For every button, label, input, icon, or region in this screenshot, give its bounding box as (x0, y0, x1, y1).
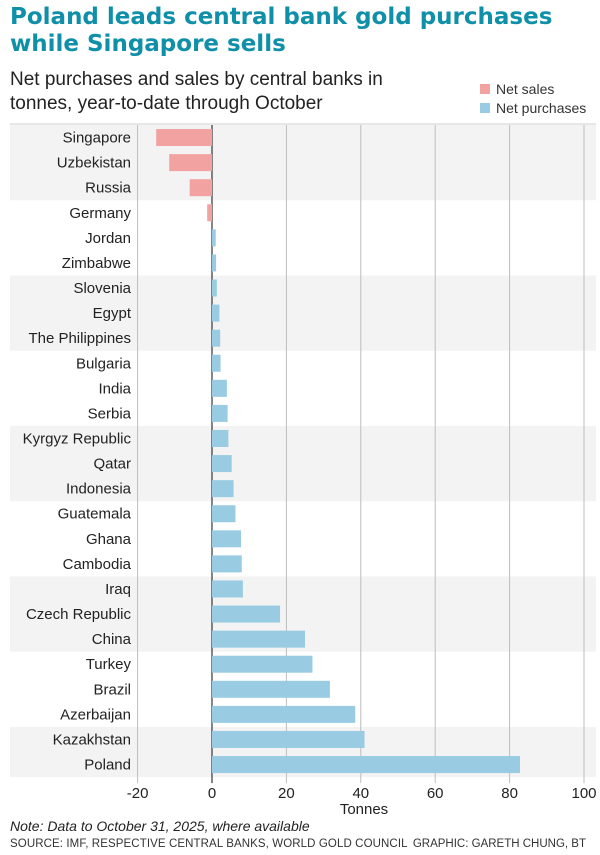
category-label: Egypt (93, 305, 132, 322)
source-line: SOURCE: IMF, RESPECTIVE CENTRAL BANKS, W… (10, 838, 408, 850)
bar (212, 404, 228, 422)
category-label: Qatar (93, 456, 131, 473)
x-tick-labels: -20 0 20 40 60 80 100 (127, 785, 597, 802)
bar (212, 730, 365, 748)
bar (212, 756, 521, 774)
bar (212, 655, 313, 673)
category-label: Czech Republic (26, 606, 132, 623)
x-axis-label: Tonnes (340, 801, 388, 815)
graphic-credit: GRAPHIC: GARETH CHUNG, BT (412, 838, 586, 850)
bar (212, 630, 305, 648)
row-band (10, 125, 596, 201)
legend-swatch-net-sales (480, 83, 490, 94)
bar (212, 555, 242, 573)
category-label: Iraq (105, 581, 131, 598)
category-label: Singapore (63, 130, 131, 147)
row-bands (10, 125, 596, 778)
category-label: Jordan (85, 230, 131, 247)
category-label: Brazil (93, 681, 131, 698)
bar (212, 329, 221, 347)
bar (212, 505, 236, 523)
footnote: Note: Data to October 31, 2025, where av… (10, 818, 310, 834)
category-labels: Singapore Uzbekistan Russia Germany Jordan Zi… (23, 130, 132, 774)
bar (212, 254, 217, 272)
bar (169, 154, 212, 172)
category-label: Guatemala (58, 506, 132, 523)
category-label: Russia (85, 180, 132, 197)
row-band (10, 425, 596, 502)
category-label: Indonesia (66, 481, 132, 498)
category-label: The Philippines (28, 330, 131, 347)
bar (156, 129, 212, 147)
bar (212, 304, 220, 322)
chart-subtitle: Net purchases and sales by central banks… (10, 69, 383, 114)
bar (212, 480, 234, 498)
x-tick-label: 20 (278, 785, 295, 802)
category-label: Zimbabwe (62, 255, 131, 272)
category-label: Turkey (86, 656, 132, 673)
x-tick-label: 100 (571, 785, 596, 802)
category-label: Poland (84, 757, 131, 774)
x-tick-label: 80 (501, 785, 518, 802)
x-tick-label: -20 (127, 785, 149, 802)
bar (212, 580, 243, 598)
bar (212, 530, 242, 548)
category-label: Germany (69, 205, 131, 222)
chart-title: Poland leads central bank gold purchases… (10, 4, 553, 57)
bar (207, 204, 212, 222)
category-label: Serbia (88, 405, 132, 422)
bar (212, 354, 221, 372)
legend: Net sales Net purchases (480, 79, 586, 117)
x-tick-label: 60 (427, 785, 444, 802)
bar (212, 430, 229, 447)
legend-label-net-purchases: Net purchases (496, 99, 587, 116)
category-label: Cambodia (63, 556, 132, 573)
gridlines (10, 123, 596, 784)
row-band (10, 275, 596, 351)
bar (212, 279, 217, 297)
bar (212, 605, 281, 623)
bars (156, 129, 521, 774)
category-label: Slovenia (73, 280, 131, 297)
bar (189, 179, 212, 197)
category-label: Uzbekistan (57, 155, 131, 172)
category-label: Bulgaria (76, 355, 132, 372)
bar (212, 379, 227, 397)
category-label: Kazakhstan (53, 731, 131, 748)
x-tick-label: 40 (352, 785, 369, 802)
bar-chart: Singapore Uzbekistan Russia Germany Jordan Zi… (10, 123, 597, 815)
bar (212, 705, 356, 723)
bar (212, 680, 330, 698)
legend-item-net-purchases: Net purchases (480, 98, 586, 117)
category-label: Azerbaijan (60, 706, 131, 723)
category-label: Kyrgyz Republic (23, 431, 132, 448)
legend-swatch-net-purchases (480, 102, 490, 113)
legend-label-net-sales: Net sales (496, 80, 555, 97)
x-tick-label: 0 (208, 785, 216, 802)
category-label: Ghana (86, 531, 132, 548)
legend-item-net-sales: Net sales (480, 79, 586, 98)
bar (212, 229, 216, 247)
category-label: China (92, 631, 132, 648)
category-label: India (98, 380, 131, 397)
bar (212, 455, 232, 473)
